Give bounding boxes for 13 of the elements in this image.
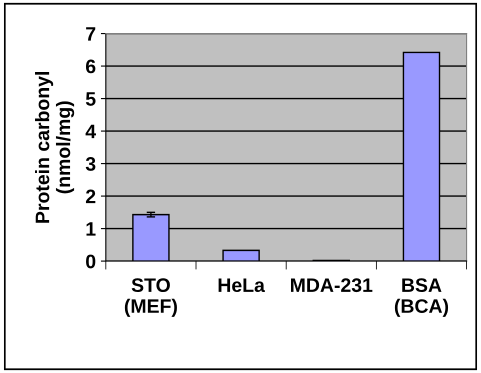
y-tick-label: 3 <box>86 157 96 171</box>
y-tick-label: 4 <box>86 124 96 138</box>
y-tick-label: 2 <box>86 190 96 204</box>
x-tick-label: BSA (BCA) <box>394 278 448 317</box>
y-tick-label: 6 <box>86 60 96 74</box>
y-tick-label: 5 <box>86 92 96 106</box>
x-tick-label: STO (MEF) <box>124 278 177 317</box>
y-tick-label: 7 <box>86 27 96 41</box>
x-tick-label: MDA-231 <box>290 278 372 292</box>
y-axis-title: Protein carbonyl (nmol/mg) <box>35 72 74 223</box>
y-tick-label: 0 <box>86 254 96 268</box>
x-tick-label: HeLa <box>218 278 265 292</box>
y-tick-label: 1 <box>86 222 96 236</box>
